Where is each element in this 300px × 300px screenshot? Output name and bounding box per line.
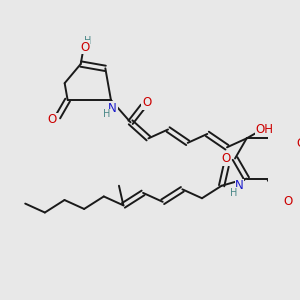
- Text: OH: OH: [256, 123, 274, 136]
- Text: O: O: [296, 137, 300, 151]
- Text: H: H: [103, 109, 110, 119]
- Text: N: N: [235, 179, 244, 192]
- Text: O: O: [283, 195, 292, 208]
- Text: O: O: [142, 96, 151, 109]
- Text: O: O: [221, 152, 231, 166]
- Text: N: N: [108, 101, 117, 115]
- Text: O: O: [48, 113, 57, 126]
- Text: H: H: [84, 36, 91, 46]
- Text: O: O: [80, 41, 89, 54]
- Text: H: H: [230, 188, 238, 198]
